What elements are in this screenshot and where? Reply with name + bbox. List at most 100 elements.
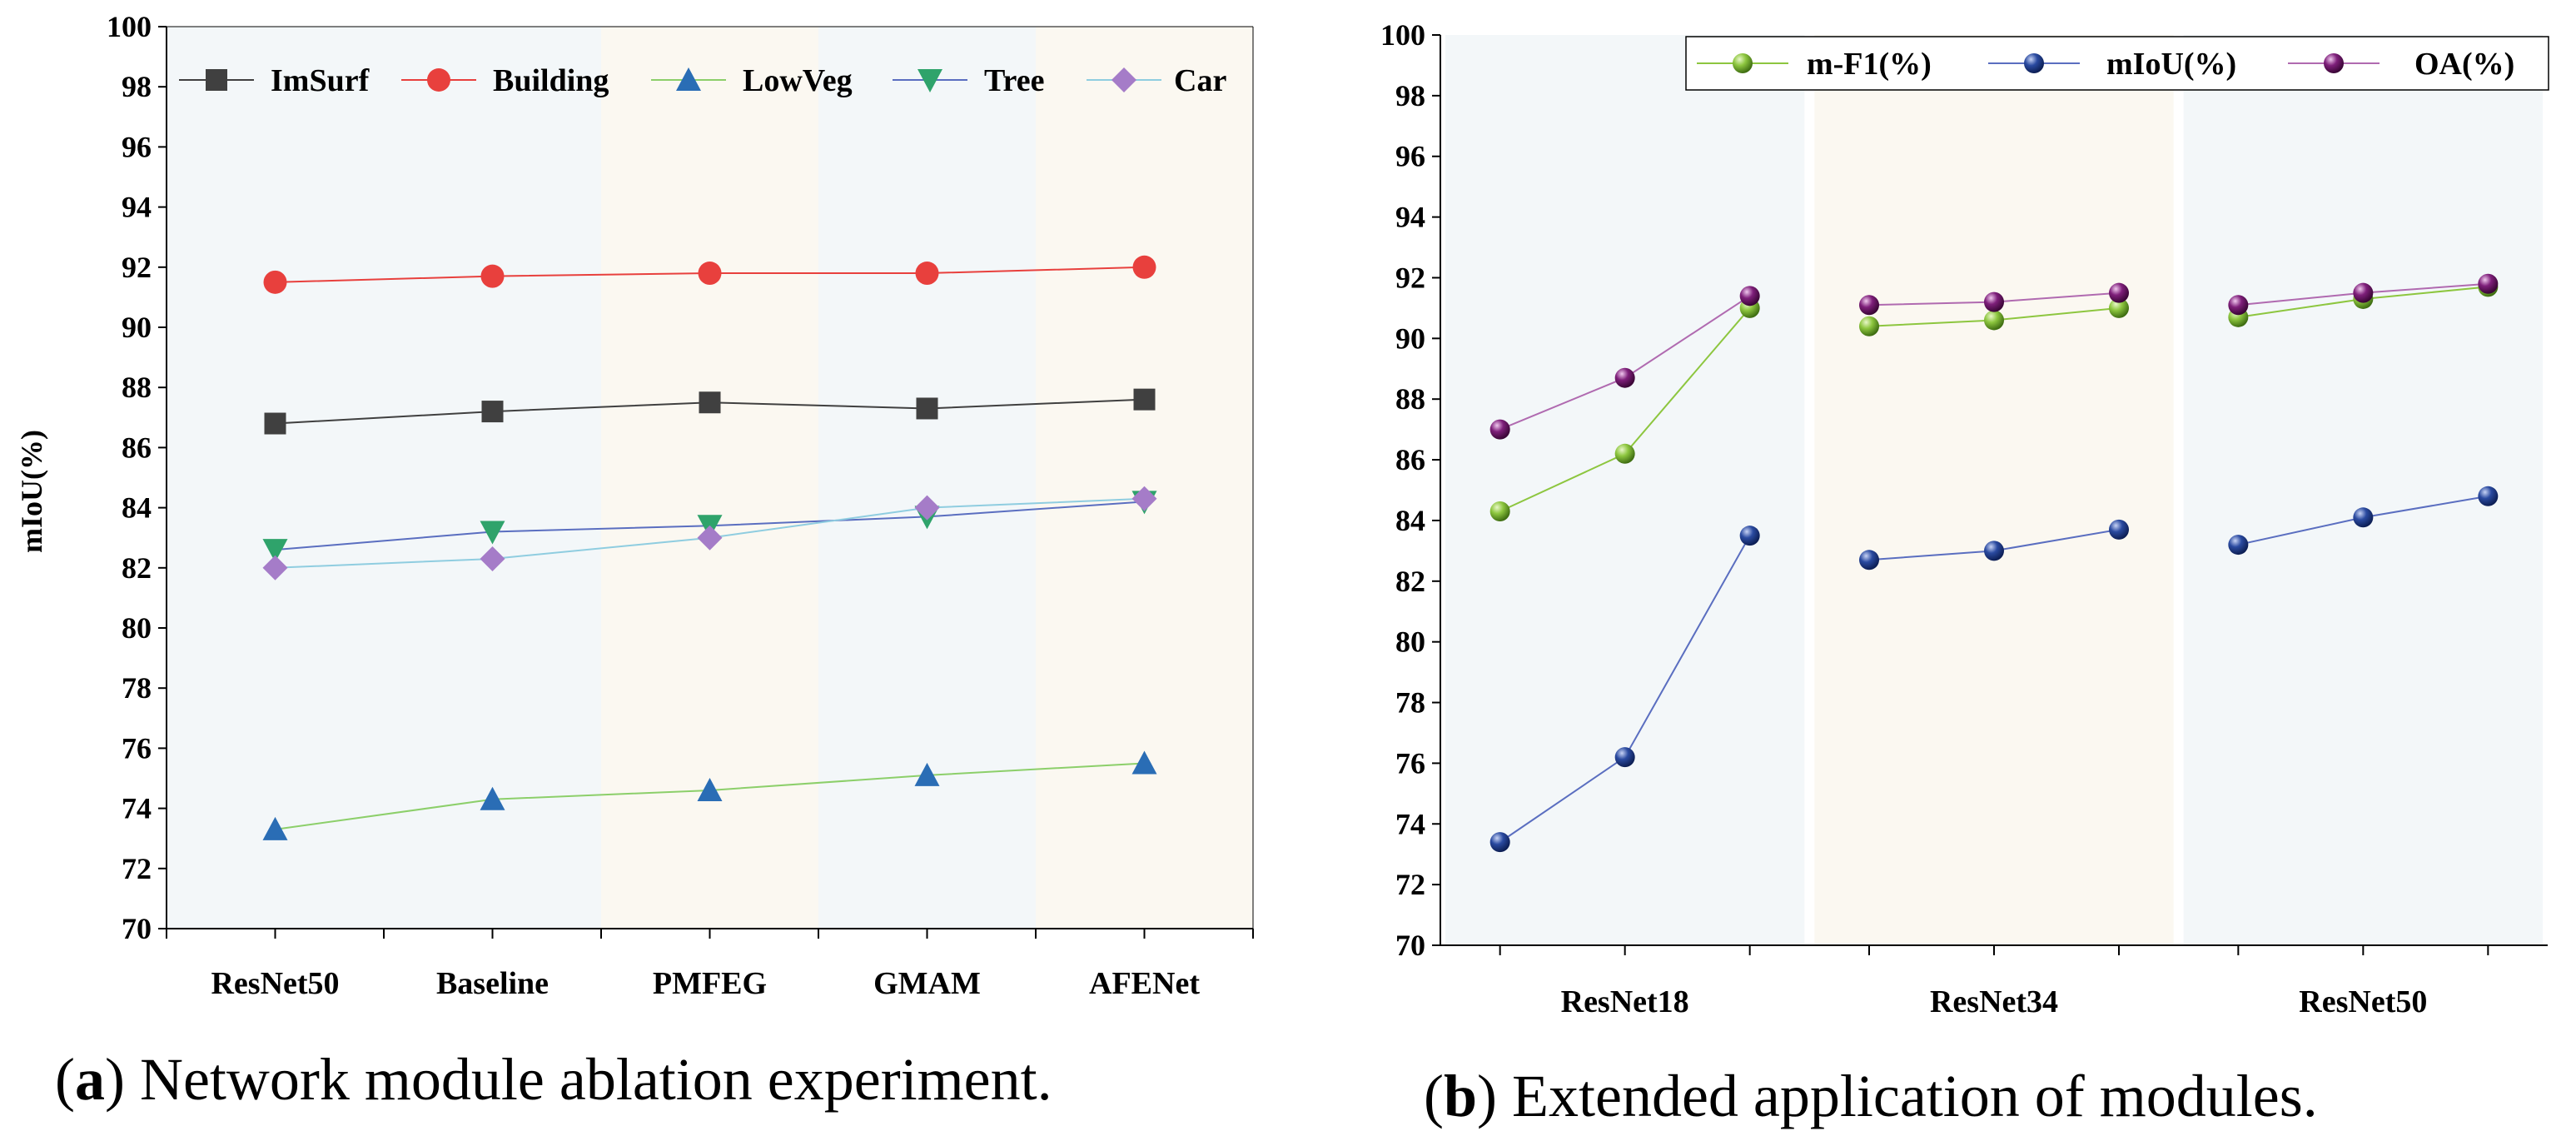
data-point <box>1614 443 1635 464</box>
panel-a-caption: (a) Network module ablation experiment. <box>55 1046 1052 1113</box>
data-point <box>2478 486 2499 506</box>
panel-b-caption-letter: b <box>1444 1063 1477 1129</box>
y-tick-label: 82 <box>1395 565 1425 598</box>
x-group-label: ResNet34 <box>1930 984 2058 1019</box>
legend-marker <box>676 67 701 91</box>
panel-b-series <box>1489 273 2499 853</box>
x-group-label: ResNet50 <box>2299 984 2427 1019</box>
y-tick-label: 100 <box>107 10 152 43</box>
data-point <box>262 816 288 840</box>
series-building <box>263 255 1156 294</box>
legend-item: m-F1(%) <box>1697 47 1932 82</box>
background-band <box>1814 35 2174 945</box>
data-point <box>480 786 505 810</box>
data-point <box>2228 295 2249 316</box>
data-point <box>2478 273 2499 294</box>
data-point <box>1859 295 1879 316</box>
data-point <box>1489 419 1510 440</box>
legend-marker <box>2324 53 2344 73</box>
data-point <box>1614 747 1635 768</box>
x-category-label: ResNet50 <box>211 966 339 1001</box>
y-tick-label: 78 <box>1395 686 1425 720</box>
data-point <box>1489 832 1510 853</box>
data-point <box>2109 297 2129 318</box>
legend-label: m-F1(%) <box>1807 47 1932 82</box>
panel-a-caption-text: ) Network module ablation experiment. <box>105 1046 1052 1113</box>
y-tick-label: 80 <box>122 611 152 645</box>
legend-label: Car <box>1174 63 1226 98</box>
legend-item-lowveg: LowVeg <box>651 63 853 98</box>
background-band <box>384 27 601 929</box>
data-point <box>915 262 939 286</box>
legend-item: OA(%) <box>2288 47 2514 82</box>
legend-marker <box>427 68 450 92</box>
data-point <box>1859 550 1879 571</box>
data-point <box>1132 255 1156 279</box>
legend-label: LowVeg <box>743 63 853 98</box>
y-tick-label: 80 <box>1395 625 1425 659</box>
y-tick-label: 78 <box>122 671 152 705</box>
legend-marker <box>206 69 227 91</box>
background-band <box>818 27 1036 929</box>
y-tick-label: 96 <box>1395 140 1425 173</box>
panel-b-caption: (b) Extended application of modules. <box>1424 1063 2318 1129</box>
y-tick-label: 72 <box>1395 868 1425 901</box>
legend-item-car: Car <box>1087 63 1226 98</box>
y-tick-label: 70 <box>122 912 152 945</box>
x-group-label: ResNet18 <box>1561 984 1689 1019</box>
series-oa <box>1489 273 2499 440</box>
panel-a-axes: 70 72 74 76 78 80 82 84 86 88 90 92 94 96 98 100 ResNet5… <box>107 10 1254 1001</box>
y-tick-label: 76 <box>122 731 152 765</box>
x-category-label: Baseline <box>436 966 549 1001</box>
background-band <box>1445 35 1805 945</box>
legend-item-imsurf: ImSurf <box>179 63 370 98</box>
y-tick-label: 74 <box>1395 807 1425 840</box>
legend-label: Building <box>493 63 609 98</box>
data-point <box>1131 486 1157 511</box>
data-point <box>698 262 722 286</box>
data-point <box>1984 310 2004 331</box>
y-tick-label: 74 <box>122 792 152 825</box>
y-tick-label: 76 <box>1395 746 1425 780</box>
legend-item-tree: Tree <box>893 63 1044 98</box>
legend-item: mIoU(%) <box>1988 47 2236 82</box>
data-point <box>1131 750 1157 775</box>
data-point <box>1614 367 1635 388</box>
series-miou <box>1489 486 2499 853</box>
data-point <box>697 525 723 551</box>
data-point <box>481 401 504 423</box>
x-category-label: PMFEG <box>653 966 767 1001</box>
panel-b-caption-text: ) Extended application of modules. <box>1477 1063 2318 1129</box>
panel-a-legend: ImSurf Building LowVeg Tree Car <box>179 63 1226 98</box>
y-tick-label: 90 <box>1395 321 1425 355</box>
y-tick-label: 98 <box>1395 79 1425 112</box>
data-point <box>2353 507 2374 528</box>
y-tick-label: 86 <box>122 431 152 464</box>
legend-label: Tree <box>984 63 1044 98</box>
data-point <box>916 397 938 420</box>
y-tick-label: 70 <box>1395 929 1425 962</box>
panel-b-legend: m-F1(%) mIoU(%) OA(%) <box>1685 36 2549 91</box>
data-point <box>2109 282 2129 303</box>
data-point <box>699 391 721 414</box>
y-tick-label: 90 <box>122 311 152 344</box>
background-band <box>1036 27 1253 929</box>
y-tick-label: 92 <box>1395 261 1425 294</box>
series-car <box>262 486 1157 580</box>
y-tick-label: 72 <box>122 852 152 885</box>
data-point <box>480 264 505 288</box>
panel-a-chart: 70 72 74 76 78 80 82 84 86 88 90 92 94 96 98 100 ResNet5… <box>15 10 1254 1113</box>
data-point <box>2109 519 2129 540</box>
data-point <box>480 521 505 545</box>
panel-a-background-bands <box>167 27 1253 929</box>
legend-label: OA(%) <box>2414 47 2514 82</box>
panel-b-background-bands <box>1445 35 2543 945</box>
y-tick-label: 88 <box>122 371 152 404</box>
legend-label: ImSurf <box>271 63 370 98</box>
data-point <box>697 777 723 801</box>
data-point <box>2228 535 2249 556</box>
data-point <box>1489 501 1510 522</box>
series-imsurf <box>264 388 1156 435</box>
y-tick-label: 86 <box>1395 443 1425 476</box>
